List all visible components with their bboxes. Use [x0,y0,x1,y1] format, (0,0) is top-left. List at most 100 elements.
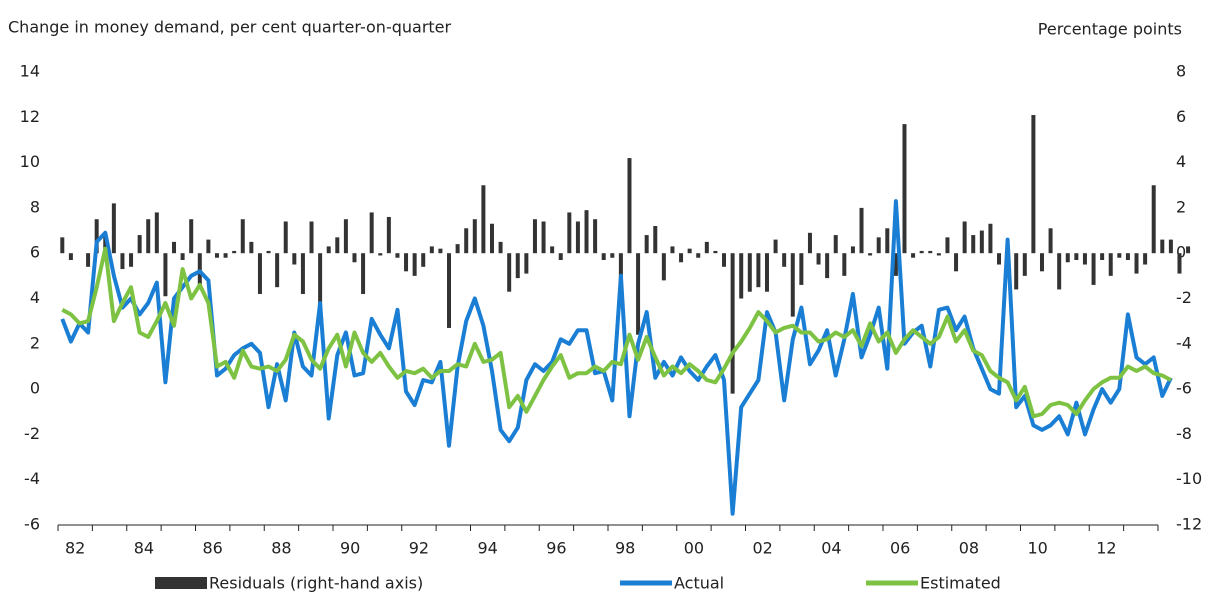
bar [1168,239,1173,254]
bar [1108,253,1113,276]
y2-tick-label: -4 [1176,333,1192,352]
bar [481,185,486,254]
bar [601,253,606,260]
bar [223,253,228,258]
x-tick-label: 86 [203,539,223,558]
bar [300,253,305,294]
y-tick-label: -4 [24,469,40,488]
bar [1117,253,1122,258]
y2-tick-label: -12 [1176,515,1202,534]
x-tick-label: 82 [65,539,85,558]
bar [86,253,91,267]
bar [661,253,666,281]
bar [318,253,323,315]
bar [103,235,108,254]
bar [636,253,641,335]
bar [782,253,787,267]
bar [730,253,735,394]
y2-tick-label: -8 [1176,424,1192,443]
bar [988,223,993,254]
bar [825,253,830,279]
bar [309,221,314,254]
bar [1057,253,1062,290]
bar [180,253,185,260]
bar [550,246,555,254]
x-tick-label: 04 [821,539,841,558]
x-tick-label: 12 [1096,539,1116,558]
y2-tick-label: -6 [1176,379,1192,398]
bar [816,253,821,265]
bar [936,253,941,256]
y-tick-label: -6 [24,515,40,534]
bar [68,253,73,260]
bar [670,246,675,254]
bar [868,253,873,256]
bar [206,239,211,254]
bar [928,250,933,254]
x-tick-label: 98 [615,539,635,558]
bar [352,253,357,263]
bar [172,241,177,254]
y2-axis-title: Percentage points [1038,20,1182,39]
legend-label: Actual [674,574,724,593]
bar [575,221,580,254]
x-tick-label: 10 [1028,539,1048,558]
bar [111,203,116,254]
bar [1100,253,1105,260]
y-axis-title: Change in money demand, per cent quarter… [8,18,452,37]
legend-swatch [155,577,207,589]
bar [584,210,589,254]
bar [696,253,701,258]
bar [764,253,769,292]
bar [60,237,65,254]
bar [644,235,649,254]
bar [713,250,718,254]
bar [997,253,1002,265]
x-tick-label: 96 [546,539,566,558]
bar [214,253,219,258]
bar [799,253,804,285]
bar [756,253,761,288]
legend-label: Estimated [920,574,1001,593]
bar [567,212,572,254]
y-tick-label: 4 [30,288,40,307]
bar [1082,253,1087,265]
y2-tick-label: 4 [1176,152,1186,171]
bar [361,253,366,294]
bar [1014,253,1019,290]
bar [1065,253,1070,263]
bar [747,253,752,292]
y-tick-label: 12 [20,107,40,126]
x-tick-label: 88 [271,539,291,558]
bar [1039,253,1044,272]
y2-tick-label: -2 [1176,288,1192,307]
bar [850,246,855,254]
bar [137,235,142,254]
x-tick-label: 92 [409,539,429,558]
bar [369,212,374,254]
bar [507,253,512,292]
bar [885,228,890,254]
y-tick-label: -2 [24,424,40,443]
x-tick-label: 84 [134,539,154,558]
x-tick-label: 94 [478,539,498,558]
bar [911,253,916,258]
line [60,199,1173,516]
y-tick-label: 8 [30,197,40,216]
bar [1134,253,1139,274]
bar [412,253,417,276]
y2-tick-label: 8 [1176,62,1186,81]
bar [1074,253,1079,260]
bar [558,253,563,260]
bar [438,248,443,254]
bar [464,228,469,254]
bar [593,219,598,254]
bar [962,221,967,254]
bar [275,253,280,288]
bar [232,250,237,254]
bar [773,239,778,254]
bar [326,246,331,254]
bar [146,219,151,254]
bar [790,253,795,317]
bar [524,253,529,274]
